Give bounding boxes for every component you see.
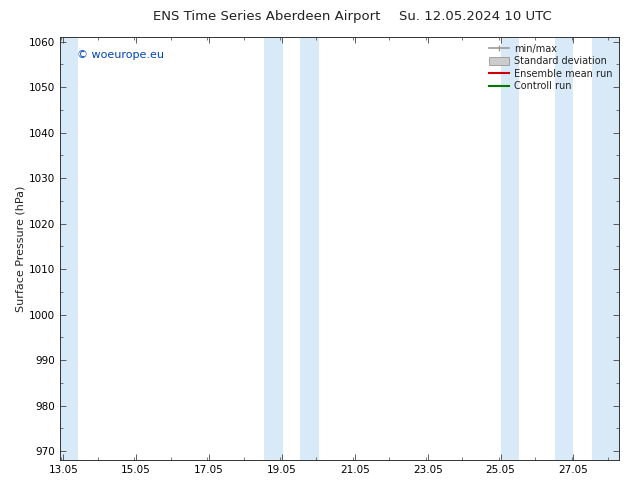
- Bar: [300, 37, 320, 460]
- Text: Su. 12.05.2024 10 UTC: Su. 12.05.2024 10 UTC: [399, 10, 552, 23]
- Legend: min/max, Standard deviation, Ensemble mean run, Controll run: min/max, Standard deviation, Ensemble me…: [488, 42, 614, 93]
- Bar: [501, 37, 519, 460]
- Bar: [592, 37, 619, 460]
- Bar: [264, 37, 283, 460]
- Bar: [60, 37, 78, 460]
- Text: ENS Time Series Aberdeen Airport: ENS Time Series Aberdeen Airport: [153, 10, 380, 23]
- Bar: [555, 37, 573, 460]
- Y-axis label: Surface Pressure (hPa): Surface Pressure (hPa): [15, 185, 25, 312]
- Text: © woeurope.eu: © woeurope.eu: [77, 50, 164, 60]
